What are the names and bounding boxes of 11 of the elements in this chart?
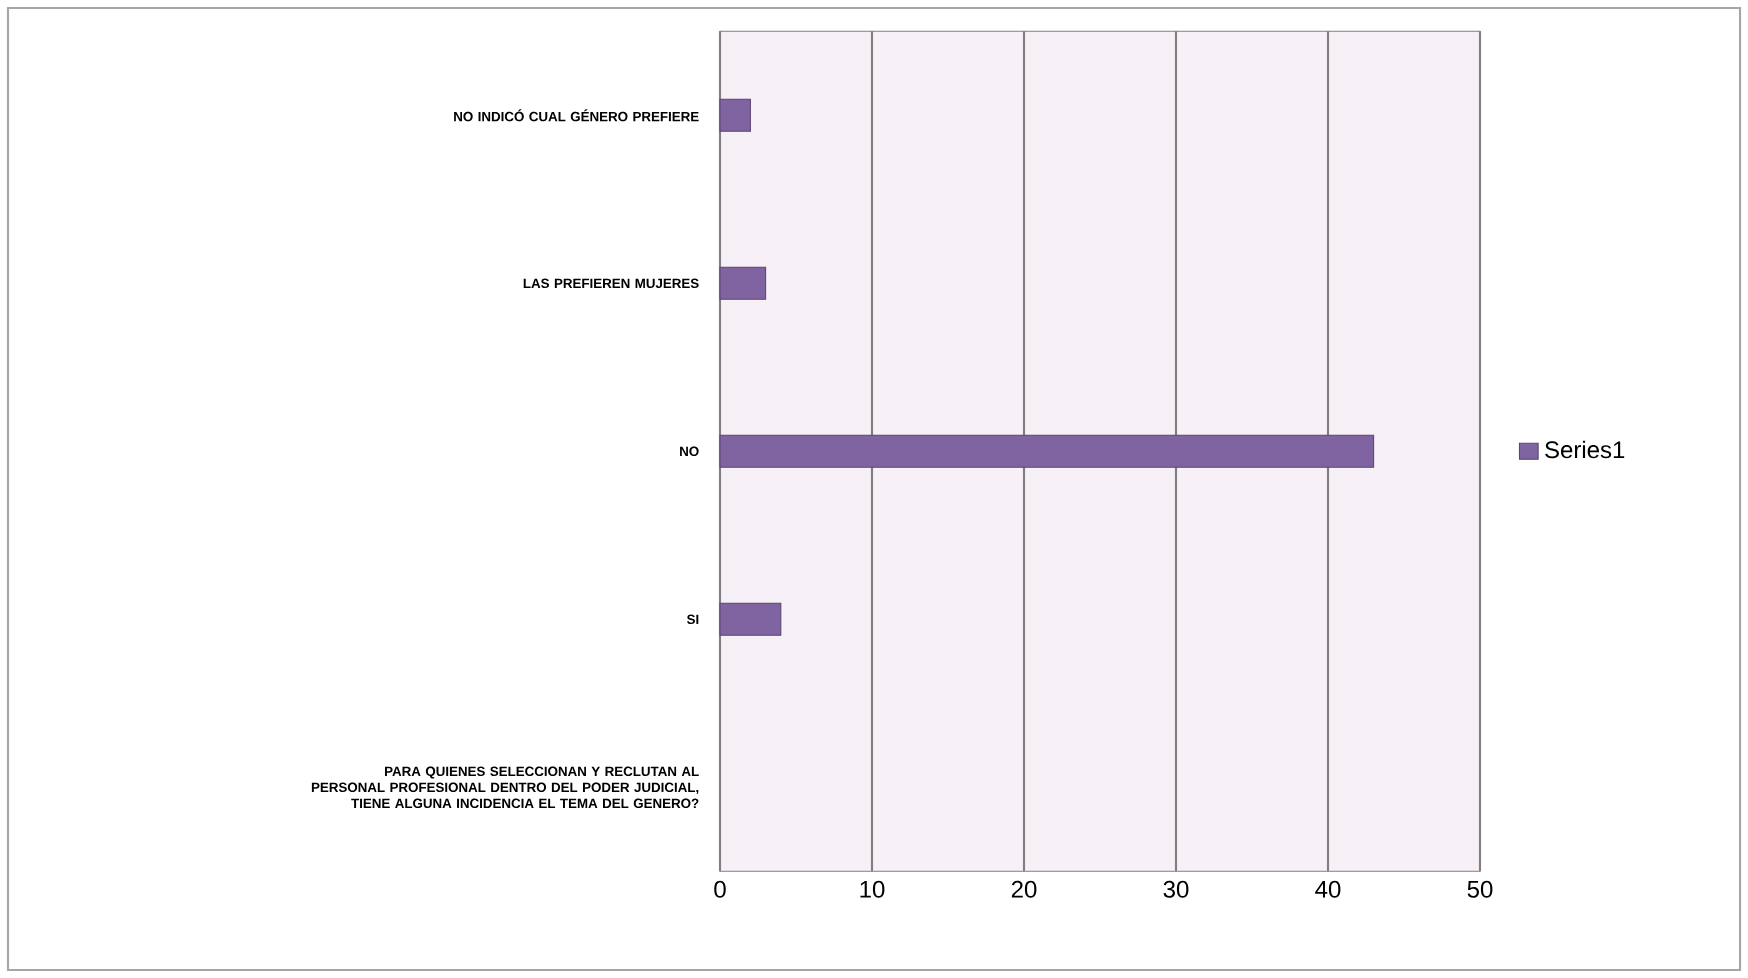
x-tick-label: 50 [1467, 880, 1493, 898]
bar [719, 266, 767, 300]
legend-label: Series1 [1545, 440, 1625, 459]
x-tick-label: 30 [1163, 880, 1189, 898]
x-tick-label: 40 [1315, 880, 1341, 898]
bar [719, 602, 782, 636]
x-tick-label: 20 [1011, 880, 1037, 898]
bar [719, 434, 1375, 468]
x-tick-label: 0 [714, 880, 726, 898]
bar [719, 98, 751, 132]
x-tick-label: 10 [860, 880, 885, 898]
